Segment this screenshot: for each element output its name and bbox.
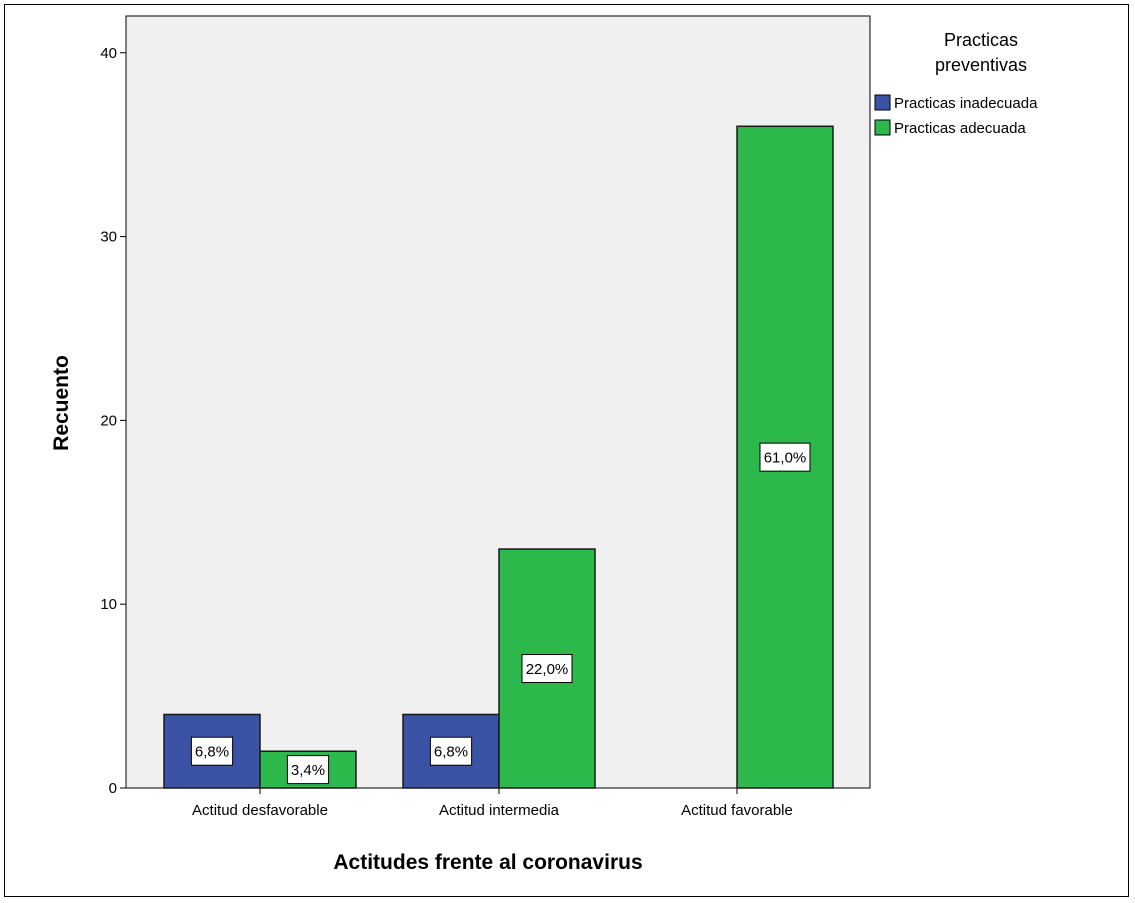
legend-swatch: [874, 119, 891, 136]
legend-item-label: Practicas adecuada: [894, 120, 1026, 137]
x-axis: Actitud desfavorable Actitud intermedia Ac…: [192, 788, 793, 819]
data-label-box: [190, 736, 234, 766]
y-tick-label: 30: [100, 229, 117, 246]
data-labels: 6,8% 3,4% 6,8% 22,0% 61,0%: [190, 442, 811, 785]
x-tick-label: Actitud favorable: [681, 802, 793, 819]
legend-item-label: Practicas inadecuada: [894, 95, 1038, 112]
data-label: 61,0%: [759, 442, 811, 472]
data-label-text: 61,0%: [764, 450, 807, 467]
data-label-text: 3,4%: [291, 762, 325, 779]
y-axis-title: Recuento: [50, 355, 73, 451]
legend-title-line-1: Practicas: [944, 30, 1018, 50]
chart-frame: 0 10 20 30 40 Actitud desfavorable Actitud in…: [4, 4, 1129, 897]
x-axis-title: Actitudes frente al coronavirus: [333, 851, 642, 874]
legend-title-line-2: preventivas: [935, 55, 1027, 75]
data-label-box: [286, 755, 330, 785]
data-label-box: [759, 442, 811, 472]
x-tick-label: Actitud desfavorable: [192, 802, 328, 819]
data-label: 22,0%: [521, 654, 573, 684]
legend: Practicas preventivas Practicas inadecua…: [874, 30, 1038, 137]
data-label: 6,8%: [429, 736, 473, 766]
x-tick-label: Actitud intermedia: [439, 802, 560, 819]
y-tick-label: 40: [100, 45, 117, 62]
y-tick-label: 10: [100, 596, 117, 613]
legend-swatch: [874, 94, 891, 111]
y-tick-label: 20: [100, 412, 117, 429]
data-label-text: 6,8%: [195, 744, 229, 761]
data-label: 3,4%: [286, 755, 330, 785]
data-label-text: 6,8%: [434, 744, 468, 761]
data-label: 6,8%: [190, 736, 234, 766]
bar-chart: 0 10 20 30 40 Actitud desfavorable Actitud in…: [50, 15, 1038, 874]
y-axis: 0 10 20 30 40: [100, 45, 126, 797]
data-label-text: 22,0%: [526, 661, 569, 678]
data-label-box: [521, 654, 573, 684]
data-label-box: [429, 736, 473, 766]
y-tick-label: 0: [109, 780, 117, 797]
